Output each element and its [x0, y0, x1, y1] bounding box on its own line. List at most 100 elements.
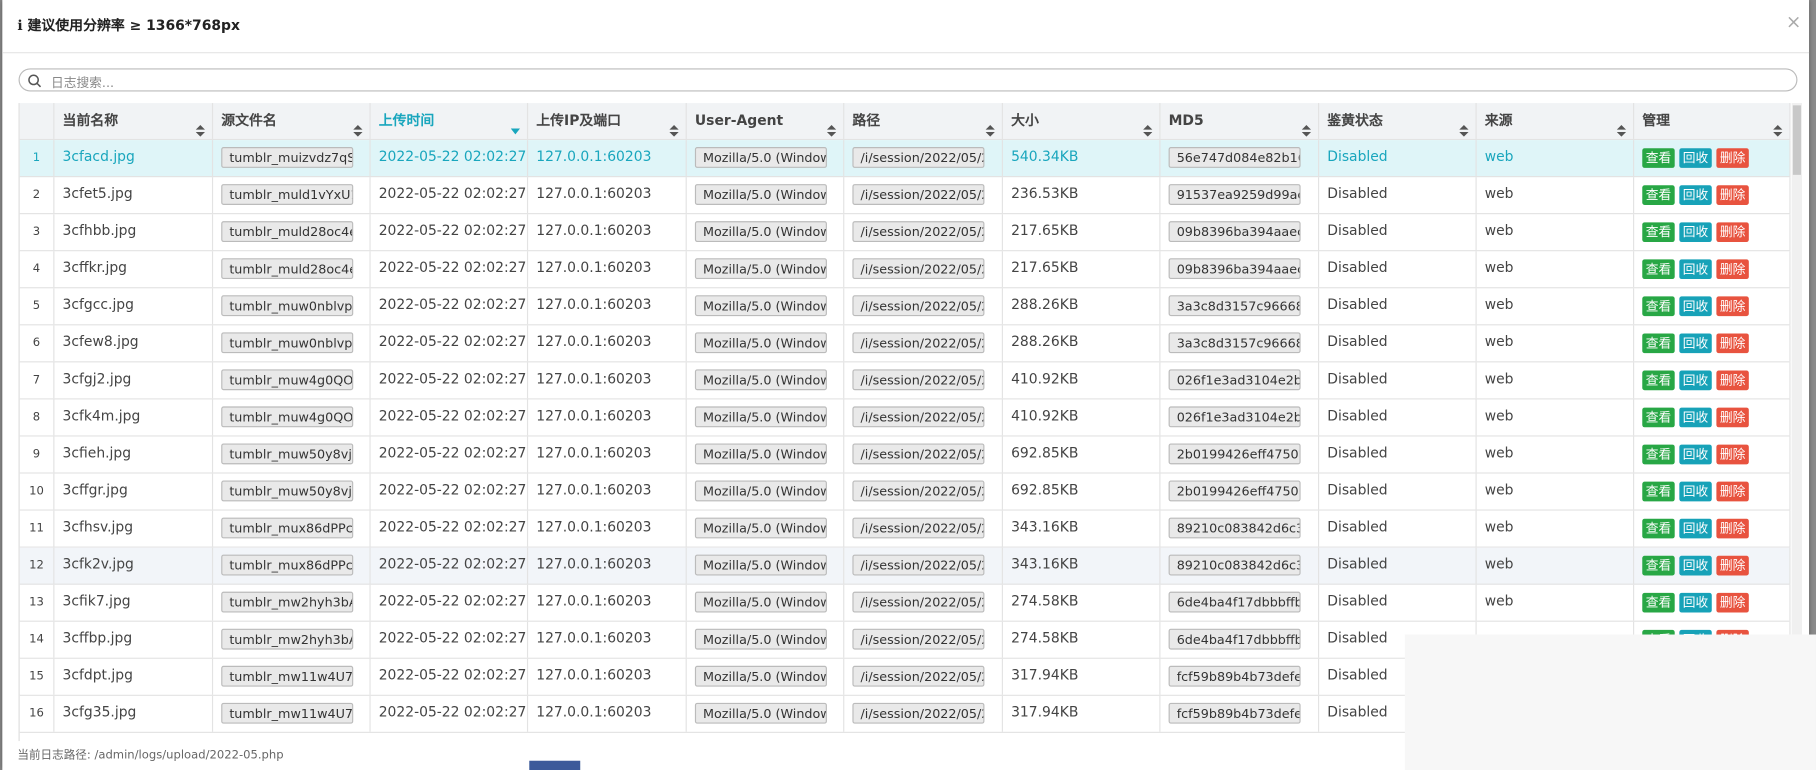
action-button[interactable]: 回收 — [1679, 222, 1712, 242]
path-field[interactable]: /i/session/2022/05/22/3 — [852, 147, 985, 168]
action-button[interactable]: 回收 — [1679, 592, 1712, 613]
src-field[interactable]: tumblr_muw0nblvpv1r2 — [221, 295, 354, 317]
md5-field[interactable]: 56e747d084e82b16b67 — [1168, 147, 1301, 168]
md5-field[interactable]: 91537ea9259d99ac7a1 — [1168, 184, 1301, 205]
sort-icon[interactable] — [826, 115, 837, 139]
path-field[interactable]: /i/session/2022/05/22/3 — [852, 406, 985, 428]
sort-icon[interactable] — [510, 115, 521, 139]
md5-field[interactable]: 026f1e3ad3104e2b57d — [1168, 369, 1301, 391]
action-button[interactable]: 查看 — [1642, 259, 1675, 280]
ua-field[interactable]: Mozilla/5.0 (Windows N — [694, 628, 827, 650]
src-field[interactable]: tumblr_mw2hyh3bA11r — [221, 628, 354, 650]
src-field[interactable]: tumblr_mw2hyh3bA11r — [221, 591, 354, 613]
ua-field[interactable]: Mozilla/5.0 (Windows N — [694, 517, 827, 539]
action-button[interactable]: 删除 — [1716, 296, 1749, 317]
action-button[interactable]: 删除 — [1716, 555, 1749, 576]
column-header[interactable]: MD5 — [1160, 103, 1320, 139]
action-button[interactable]: 回收 — [1679, 296, 1712, 317]
sort-icon[interactable] — [195, 115, 205, 139]
ua-field[interactable]: Mozilla/5.0 (Windows N — [694, 147, 827, 168]
action-button[interactable]: 删除 — [1716, 407, 1749, 428]
action-button[interactable]: 删除 — [1716, 185, 1749, 205]
md5-field[interactable]: 026f1e3ad3104e2b57d — [1168, 406, 1301, 428]
ua-field[interactable]: Mozilla/5.0 (Windows N — [694, 554, 827, 576]
action-button[interactable]: 删除 — [1716, 333, 1749, 354]
sort-icon[interactable] — [1459, 115, 1469, 139]
ua-field[interactable]: Mozilla/5.0 (Windows N — [694, 443, 827, 465]
action-button[interactable]: 回收 — [1679, 518, 1712, 539]
ua-field[interactable]: Mozilla/5.0 (Windows N — [694, 295, 827, 317]
column-header[interactable]: 当前名称 — [54, 103, 214, 139]
src-field[interactable]: tumblr_mw11w4U7QY1 — [221, 702, 354, 724]
md5-field[interactable]: 2b0199426eff47503887 — [1168, 443, 1301, 465]
sort-icon[interactable] — [353, 115, 363, 139]
md5-field[interactable]: 89210c083842d6c3f44 — [1168, 517, 1301, 539]
column-header[interactable]: 大小 — [1003, 103, 1161, 139]
sort-icon[interactable] — [985, 115, 995, 139]
action-button[interactable]: 查看 — [1642, 481, 1675, 502]
action-button[interactable]: 删除 — [1716, 222, 1749, 242]
action-button[interactable]: 删除 — [1716, 370, 1749, 391]
src-field[interactable]: tumblr_muld1vYxU11r2 — [221, 184, 354, 205]
action-button[interactable]: 回收 — [1679, 185, 1712, 205]
action-button[interactable]: 查看 — [1642, 296, 1675, 317]
src-field[interactable]: tumblr_muw50y8vj81r2 — [221, 443, 354, 465]
sort-icon[interactable] — [1773, 115, 1783, 139]
action-button[interactable]: 回收 — [1679, 481, 1712, 502]
action-button[interactable]: 回收 — [1679, 370, 1712, 391]
action-button[interactable]: 删除 — [1716, 148, 1749, 168]
close-button[interactable]: × — [1785, 10, 1802, 33]
ua-field[interactable]: Mozilla/5.0 (Windows N — [694, 332, 827, 354]
src-field[interactable]: tumblr_muizvdz7qS1r2 — [221, 147, 354, 168]
sort-icon[interactable] — [1616, 115, 1627, 139]
column-header[interactable]: 管理 — [1634, 103, 1791, 139]
action-button[interactable]: 回收 — [1679, 407, 1712, 428]
src-field[interactable]: tumblr_mw11w4U7QY1 — [221, 665, 354, 687]
path-field[interactable]: /i/session/2022/05/22/3 — [852, 443, 985, 465]
action-button[interactable]: 查看 — [1642, 222, 1675, 242]
ua-field[interactable]: Mozilla/5.0 (Windows N — [694, 258, 827, 280]
action-button[interactable]: 查看 — [1642, 518, 1675, 539]
action-button[interactable]: 删除 — [1716, 592, 1749, 613]
path-field[interactable]: /i/session/2022/05/22/3 — [852, 369, 985, 391]
path-field[interactable]: /i/session/2022/05/22/3 — [852, 665, 985, 687]
md5-field[interactable]: 89210c083842d6c3f44 — [1168, 554, 1301, 576]
src-field[interactable]: tumblr_mux86dPPcy1r. — [221, 554, 354, 576]
ua-field[interactable]: Mozilla/5.0 (Windows N — [694, 406, 827, 428]
path-field[interactable]: /i/session/2022/05/22/3 — [852, 517, 985, 539]
ua-field[interactable]: Mozilla/5.0 (Windows N — [694, 184, 827, 205]
md5-field[interactable]: 09b8396ba394aaec8aa — [1168, 221, 1301, 242]
scrollbar[interactable] — [1791, 103, 1803, 742]
ua-field[interactable]: Mozilla/5.0 (Windows N — [694, 665, 827, 687]
action-button[interactable]: 查看 — [1642, 148, 1675, 168]
column-header[interactable]: User-Agent — [687, 103, 845, 139]
md5-field[interactable]: 6de4ba4f17dbbbffb6f2 — [1168, 628, 1301, 650]
column-header[interactable]: 源文件名 — [213, 103, 371, 139]
md5-field[interactable]: 3a3c8d3157c96668c01 — [1168, 295, 1301, 317]
action-button[interactable]: 查看 — [1642, 370, 1675, 391]
path-field[interactable]: /i/session/2022/05/22/3 — [852, 702, 985, 724]
src-field[interactable]: tumblr_muw4g0QOf91r — [221, 369, 354, 391]
action-button[interactable]: 回收 — [1679, 259, 1712, 280]
src-field[interactable]: tumblr_muw50y8vj81r2 — [221, 480, 354, 502]
ua-field[interactable]: Mozilla/5.0 (Windows N — [694, 369, 827, 391]
md5-field[interactable]: fcf59b89b4b73defe354 — [1168, 665, 1301, 687]
column-header[interactable]: 鉴黄状态 — [1319, 103, 1477, 139]
path-field[interactable]: /i/session/2022/05/22/3 — [852, 221, 985, 242]
action-button[interactable]: 删除 — [1716, 481, 1749, 502]
ua-field[interactable]: Mozilla/5.0 (Windows N — [694, 702, 827, 724]
ua-field[interactable]: Mozilla/5.0 (Windows N — [694, 480, 827, 502]
action-button[interactable]: 查看 — [1642, 407, 1675, 428]
action-button[interactable]: 删除 — [1716, 259, 1749, 280]
sort-icon[interactable] — [1301, 115, 1312, 139]
column-header[interactable]: 上传IP及端口 — [528, 103, 687, 139]
